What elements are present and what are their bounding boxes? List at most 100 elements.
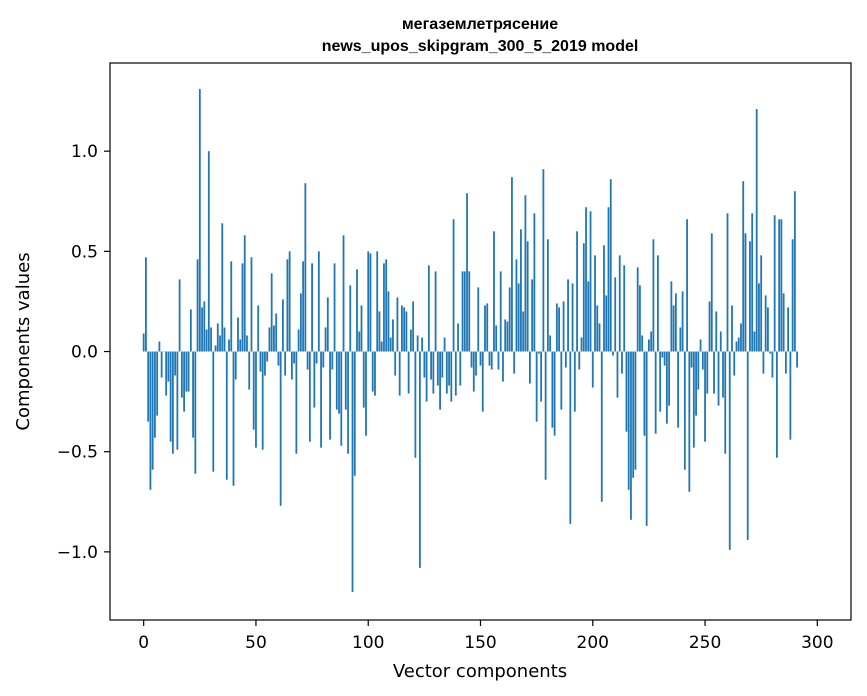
bar-178 bbox=[542, 169, 545, 352]
bar-126 bbox=[425, 351, 428, 402]
bar-series bbox=[142, 89, 799, 592]
bar-105 bbox=[378, 311, 381, 352]
bar-221 bbox=[639, 285, 641, 352]
bar-164 bbox=[511, 177, 513, 352]
bar-270 bbox=[749, 241, 751, 352]
bar-149 bbox=[477, 287, 480, 352]
bar-285 bbox=[782, 293, 785, 352]
bar-153 bbox=[486, 303, 489, 352]
bar-23 bbox=[194, 351, 197, 474]
bar-240 bbox=[681, 291, 684, 352]
bar-184 bbox=[555, 303, 558, 352]
bar-266 bbox=[740, 323, 742, 352]
bar-5 bbox=[154, 351, 156, 438]
bar-291 bbox=[796, 351, 799, 368]
bar-239 bbox=[679, 327, 682, 352]
x-tick-label: 150 bbox=[464, 633, 496, 653]
bar-145 bbox=[468, 271, 471, 352]
bar-76 bbox=[313, 351, 316, 408]
bar-109 bbox=[387, 291, 390, 352]
bar-250 bbox=[704, 351, 706, 442]
bar-193 bbox=[576, 231, 578, 352]
bar-283 bbox=[778, 219, 781, 352]
bar-14 bbox=[174, 351, 177, 376]
bar-13 bbox=[171, 351, 174, 454]
bar-32 bbox=[214, 345, 217, 352]
bar-230 bbox=[659, 351, 662, 412]
y-tick-label: −1.0 bbox=[57, 543, 98, 563]
bar-110 bbox=[389, 337, 392, 352]
bar-59 bbox=[275, 313, 278, 352]
bar-229 bbox=[656, 255, 659, 352]
bar-28 bbox=[205, 329, 208, 352]
bar-237 bbox=[674, 293, 677, 352]
bar-189 bbox=[567, 279, 569, 352]
bar-177 bbox=[540, 351, 543, 402]
bar-273 bbox=[755, 109, 758, 352]
bar-47 bbox=[248, 351, 251, 390]
bar-187 bbox=[562, 301, 565, 352]
bar-121 bbox=[414, 351, 417, 458]
bar-34 bbox=[219, 335, 221, 352]
bar-46 bbox=[246, 335, 248, 352]
bar-140 bbox=[457, 323, 459, 352]
bar-39 bbox=[230, 261, 233, 352]
bar-118 bbox=[407, 351, 410, 394]
bar-89 bbox=[342, 235, 345, 352]
bar-80 bbox=[322, 351, 325, 368]
bar-0 bbox=[142, 333, 145, 352]
bar-252 bbox=[708, 301, 711, 352]
chart-subtitle: news_upos_skipgram_300_5_2019 model bbox=[322, 38, 639, 55]
bar-123 bbox=[418, 351, 421, 568]
bar-253 bbox=[710, 233, 713, 352]
bar-98 bbox=[362, 351, 365, 408]
bar-22 bbox=[192, 351, 194, 438]
bar-244 bbox=[690, 351, 693, 368]
bar-49 bbox=[252, 351, 255, 430]
bar-212 bbox=[618, 255, 621, 352]
x-tick-label: 200 bbox=[577, 633, 609, 653]
bar-100 bbox=[367, 251, 370, 352]
bar-74 bbox=[308, 351, 311, 442]
bar-130 bbox=[434, 271, 437, 352]
bar-99 bbox=[365, 351, 367, 436]
bar-263 bbox=[733, 351, 736, 376]
bar-190 bbox=[569, 351, 572, 524]
y-tick-label: 0.0 bbox=[71, 343, 98, 363]
bar-228 bbox=[654, 351, 657, 434]
bar-245 bbox=[692, 351, 695, 448]
bar-232 bbox=[663, 351, 666, 366]
bar-259 bbox=[724, 351, 727, 454]
bar-265 bbox=[737, 337, 740, 352]
bar-82 bbox=[326, 297, 329, 352]
bar-85 bbox=[333, 263, 336, 352]
bar-147 bbox=[472, 351, 475, 392]
bar-226 bbox=[650, 331, 653, 352]
bar-220 bbox=[636, 267, 639, 352]
bar-8 bbox=[160, 351, 163, 378]
bar-75 bbox=[311, 263, 313, 352]
bar-41 bbox=[234, 351, 237, 380]
bar-214 bbox=[623, 265, 626, 352]
bar-251 bbox=[706, 351, 709, 394]
bar-174 bbox=[533, 213, 536, 352]
bar-51 bbox=[257, 305, 260, 352]
bar-35 bbox=[221, 223, 224, 352]
bar-222 bbox=[641, 335, 644, 352]
bar-69 bbox=[297, 329, 300, 352]
bar-133 bbox=[441, 351, 444, 378]
bar-15 bbox=[176, 351, 179, 450]
bar-282 bbox=[776, 351, 778, 458]
bar-224 bbox=[645, 351, 648, 526]
bar-211 bbox=[616, 351, 619, 398]
bar-155 bbox=[490, 351, 493, 370]
bar-53 bbox=[261, 351, 264, 450]
bar-272 bbox=[753, 331, 756, 352]
y-axis-label: Components values bbox=[13, 252, 34, 430]
bar-246 bbox=[695, 351, 697, 416]
bar-29 bbox=[207, 151, 210, 352]
bar-117 bbox=[405, 311, 408, 352]
bar-11 bbox=[167, 351, 170, 382]
bar-17 bbox=[180, 351, 183, 398]
bar-173 bbox=[531, 279, 534, 352]
